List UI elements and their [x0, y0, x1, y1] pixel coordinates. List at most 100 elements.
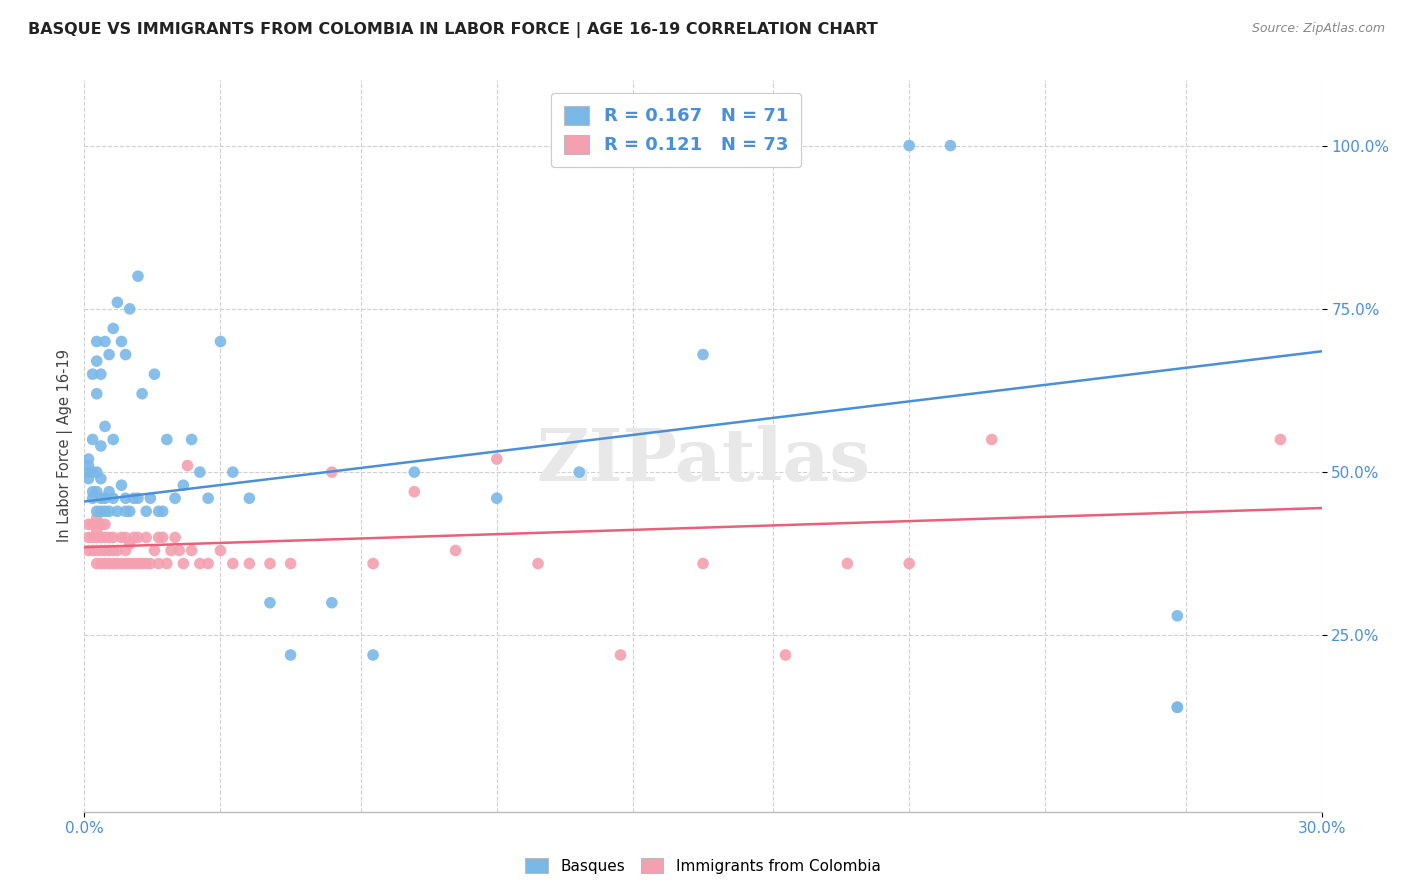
Point: [148, 557, 170, 571]
Point: [131, 386, 153, 401]
Point: [167, 543, 190, 558]
Legend: R = 0.167   N = 71, R = 0.121   N = 73: R = 0.167 N = 71, R = 0.121 N = 73: [551, 93, 800, 167]
Point: [259, 557, 281, 571]
Point: [209, 543, 232, 558]
Point: [139, 557, 162, 571]
Point: [77, 472, 100, 486]
Point: [485, 491, 508, 506]
Point: [103, 433, 125, 447]
Point: [86, 465, 108, 479]
Point: [114, 491, 136, 506]
Point: [98, 530, 121, 544]
Point: [94, 504, 117, 518]
Point: [939, 138, 962, 153]
Point: [103, 543, 125, 558]
Point: [172, 478, 194, 492]
Point: [86, 511, 108, 525]
Point: [82, 367, 104, 381]
Point: [98, 543, 121, 558]
Point: [110, 557, 132, 571]
Point: [156, 433, 179, 447]
Point: [152, 530, 174, 544]
Point: [188, 465, 211, 479]
Point: [86, 524, 108, 538]
Text: Source: ZipAtlas.com: Source: ZipAtlas.com: [1251, 22, 1385, 36]
Point: [118, 301, 141, 316]
Point: [692, 347, 714, 362]
Legend: Basques, Immigrants from Colombia: Basques, Immigrants from Colombia: [519, 852, 887, 880]
Point: [361, 557, 384, 571]
Point: [139, 491, 162, 506]
Point: [82, 465, 104, 479]
Point: [86, 543, 108, 558]
Point: [165, 491, 187, 506]
Point: [160, 543, 183, 558]
Point: [980, 433, 1002, 447]
Point: [98, 484, 121, 499]
Point: [86, 530, 108, 544]
Point: [86, 504, 108, 518]
Point: [77, 517, 100, 532]
Point: [609, 648, 631, 662]
Point: [82, 433, 104, 447]
Point: [898, 557, 921, 571]
Point: [94, 557, 117, 571]
Point: [105, 295, 128, 310]
Point: [321, 465, 343, 479]
Point: [165, 530, 187, 544]
Point: [105, 504, 128, 518]
Point: [152, 504, 174, 518]
Point: [361, 648, 384, 662]
Point: [321, 596, 343, 610]
Point: [94, 530, 117, 544]
Point: [143, 543, 166, 558]
Point: [692, 557, 714, 571]
Point: [209, 334, 232, 349]
Point: [444, 543, 467, 558]
Point: [733, 138, 755, 153]
Point: [94, 419, 117, 434]
Point: [103, 491, 125, 506]
Point: [180, 433, 202, 447]
Point: [77, 458, 100, 473]
Point: [172, 557, 194, 571]
Point: [90, 472, 112, 486]
Point: [82, 491, 104, 506]
Point: [94, 517, 117, 532]
Point: [105, 543, 128, 558]
Point: [90, 439, 112, 453]
Y-axis label: In Labor Force | Age 16-19: In Labor Force | Age 16-19: [58, 350, 73, 542]
Point: [131, 557, 153, 571]
Point: [148, 530, 170, 544]
Point: [86, 334, 108, 349]
Point: [77, 465, 100, 479]
Point: [837, 557, 859, 571]
Point: [148, 504, 170, 518]
Point: [143, 367, 166, 381]
Point: [197, 491, 219, 506]
Point: [127, 530, 149, 544]
Point: [118, 557, 141, 571]
Point: [1166, 700, 1188, 714]
Point: [90, 543, 112, 558]
Point: [98, 504, 121, 518]
Point: [127, 491, 149, 506]
Point: [118, 504, 141, 518]
Point: [94, 543, 117, 558]
Point: [86, 354, 108, 368]
Point: [110, 530, 132, 544]
Point: [122, 530, 145, 544]
Point: [127, 557, 149, 571]
Point: [77, 452, 100, 467]
Point: [90, 557, 112, 571]
Point: [114, 557, 136, 571]
Point: [98, 557, 121, 571]
Point: [103, 557, 125, 571]
Point: [110, 334, 132, 349]
Text: ZIPatlas: ZIPatlas: [536, 425, 870, 496]
Point: [94, 491, 117, 506]
Point: [568, 465, 591, 479]
Point: [86, 484, 108, 499]
Point: [280, 557, 302, 571]
Point: [122, 491, 145, 506]
